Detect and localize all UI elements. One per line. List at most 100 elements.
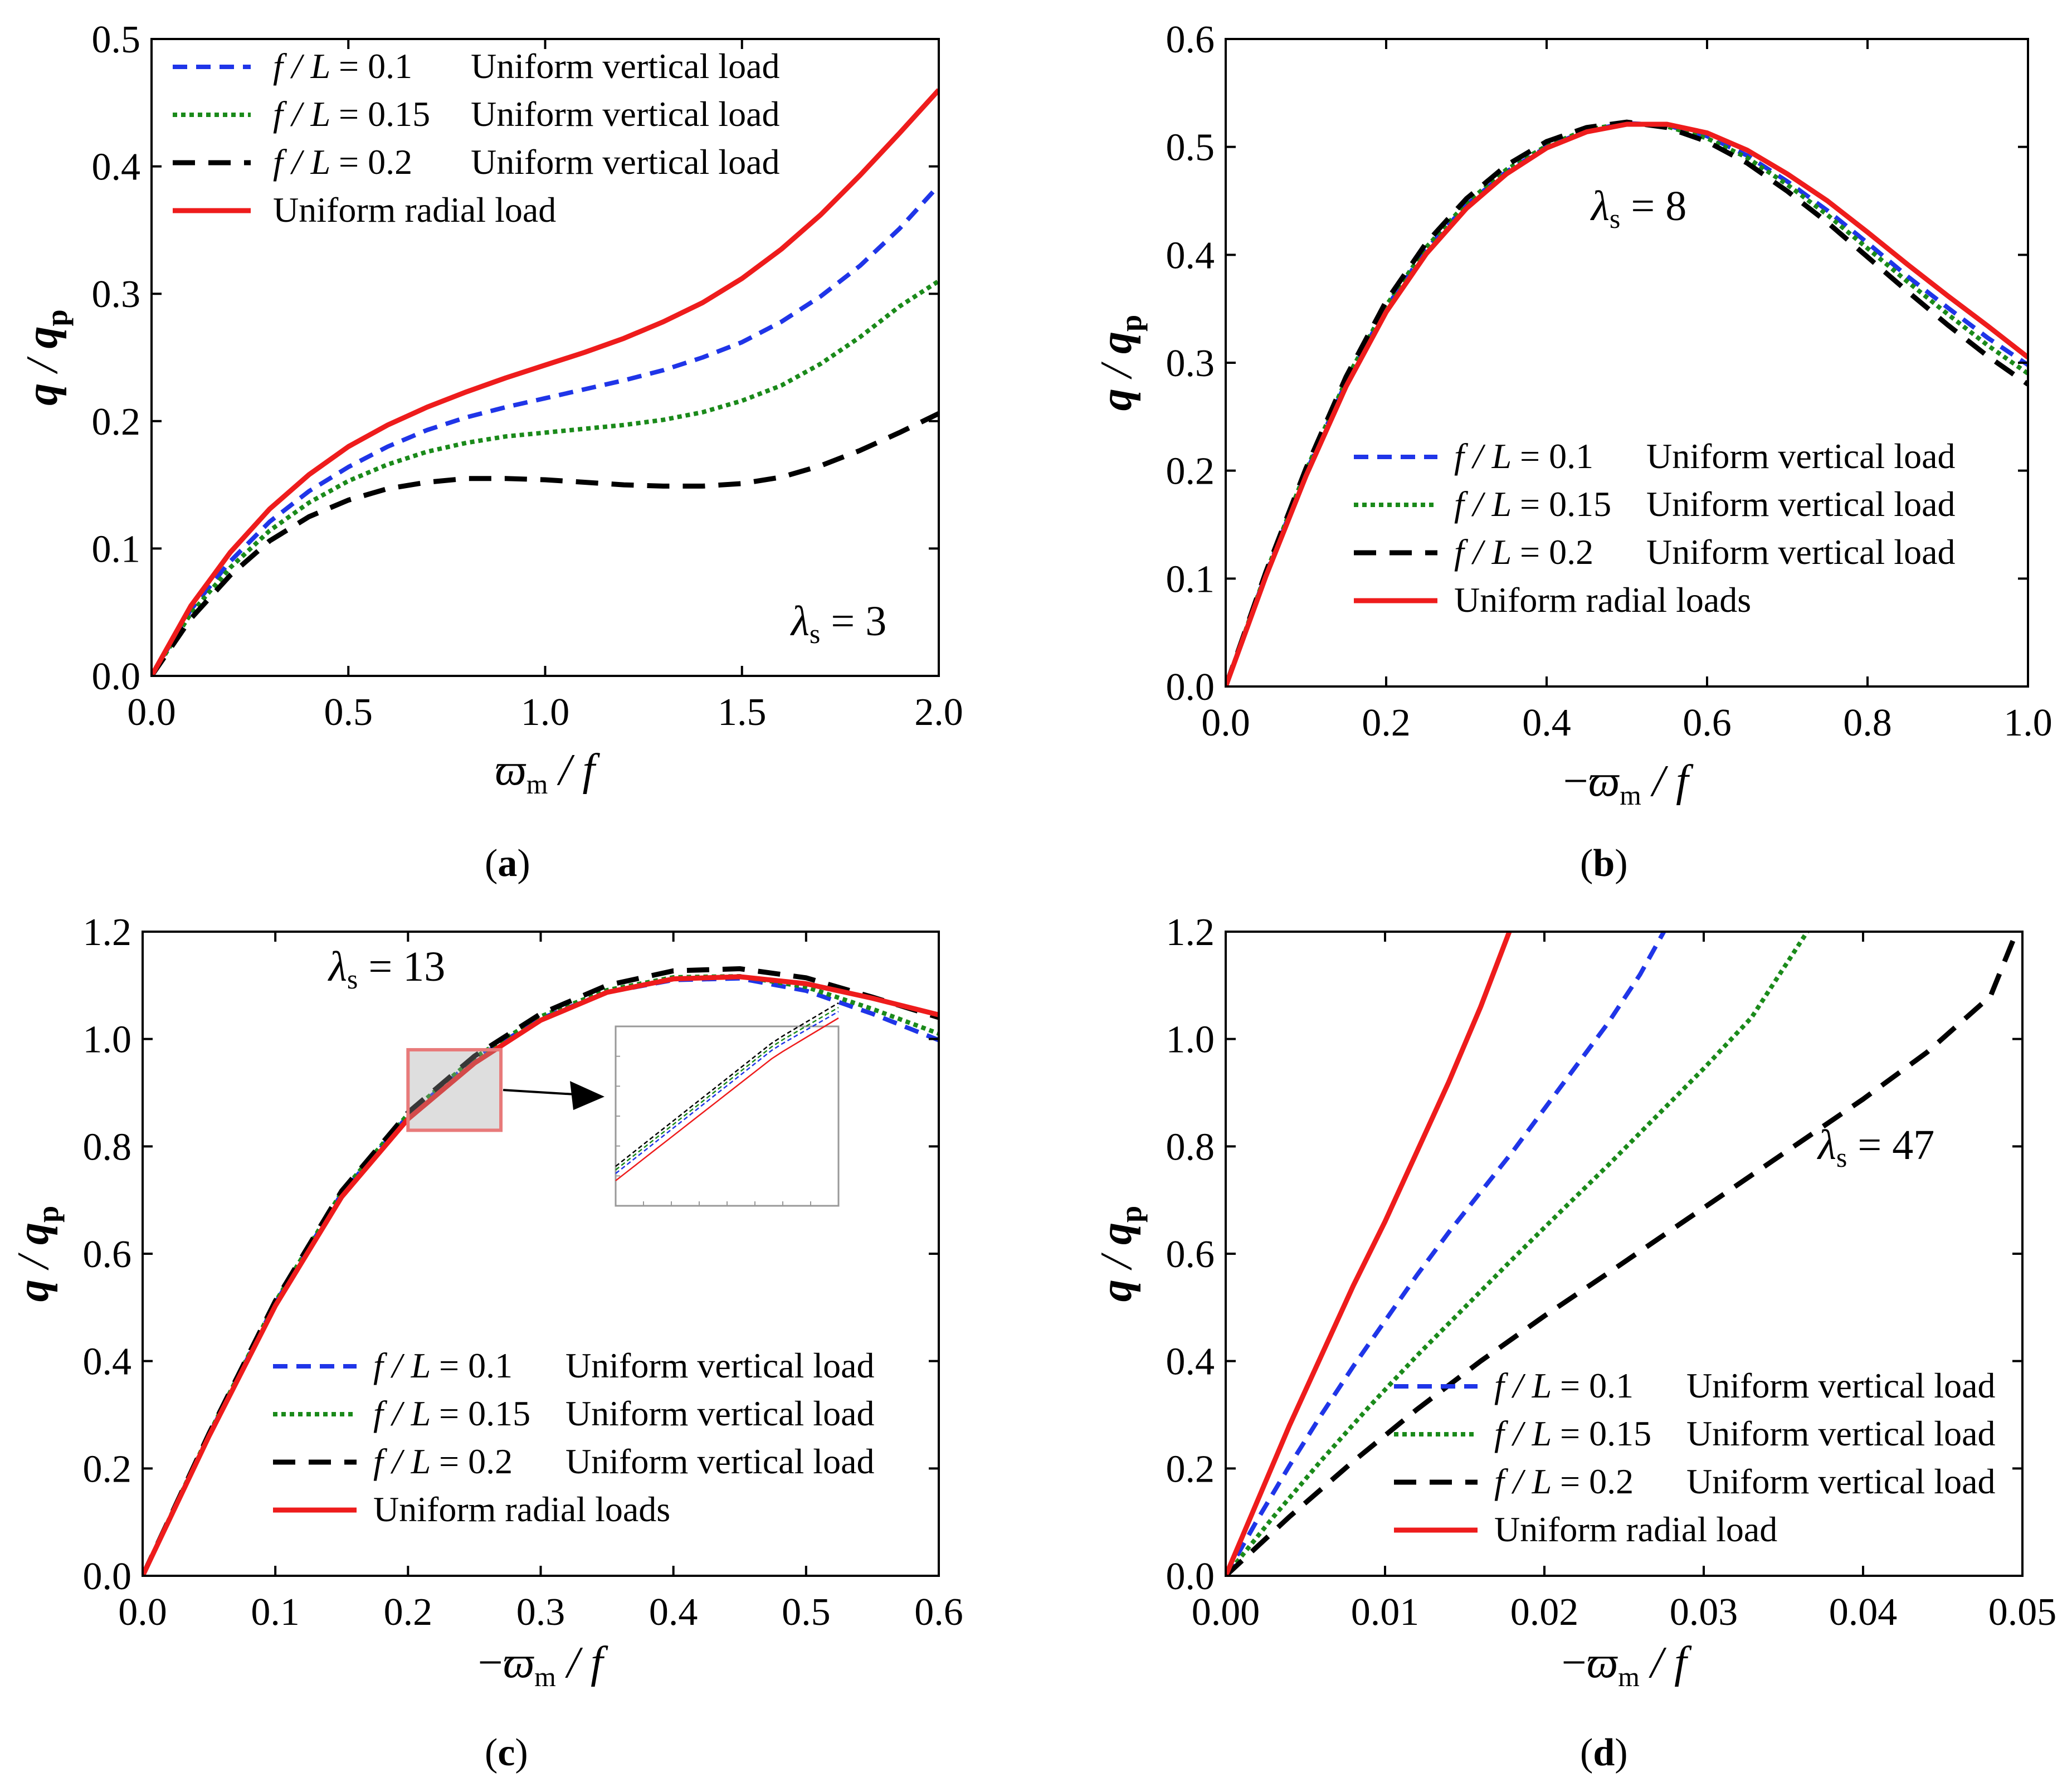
x-tick-label-b-5: 1.0	[2003, 702, 2053, 744]
y-tick-label-d-1: 0.2	[1166, 1448, 1215, 1491]
svg-text:−ϖm / f: −ϖm / f	[478, 1638, 608, 1692]
x-axis-label-c: −ϖm / f	[478, 1638, 608, 1692]
series-line-d-fl02	[1226, 936, 2017, 1576]
x-tick-label-c-1: 0.1	[251, 1591, 300, 1634]
zoom-inset-line-fl01	[615, 1011, 839, 1174]
legend-label-a-radial: Uniform radial load	[273, 190, 556, 230]
x-tick-label-d-3: 0.03	[1670, 1591, 1738, 1634]
legend-desc-d-fl02: Uniform vertical load	[1686, 1462, 1995, 1501]
x-tick-label-a-1: 0.5	[324, 691, 373, 734]
svg-text:q / qp: q / qp	[1092, 1206, 1148, 1302]
legend-label-b-radial: Uniform radial loads	[1454, 580, 1751, 620]
x-tick-label-d-2: 0.02	[1510, 1591, 1579, 1634]
legend-desc-a-fl01: Uniform vertical load	[471, 46, 779, 86]
x-tick-label-b-0: 0.0	[1201, 702, 1250, 744]
y-tick-label-d-3: 0.6	[1166, 1233, 1215, 1276]
y-tick-label-b-3: 0.3	[1166, 342, 1215, 385]
lambda-annotation-b: λs = 8	[1590, 183, 1686, 234]
zoom-arrow	[503, 1089, 577, 1096]
legend-desc-b-fl02: Uniform vertical load	[1646, 532, 1955, 572]
y-tick-label-b-0: 0.0	[1166, 666, 1215, 709]
legend-label-d-fl02: f / L = 0.2	[1494, 1462, 1634, 1501]
series-line-d-radial	[1226, 932, 1512, 1576]
legend-desc-d-fl015: Uniform vertical load	[1686, 1414, 1995, 1453]
x-tick-label-a-4: 2.0	[914, 691, 963, 734]
x-tick-label-c-6: 0.6	[914, 1591, 963, 1634]
series-line-a-fl02	[152, 411, 939, 676]
legend-desc-a-fl015: Uniform vertical load	[471, 94, 779, 134]
y-tick-label-c-4: 0.8	[83, 1126, 132, 1168]
svg-text:−ϖm / f: −ϖm / f	[1562, 1638, 1692, 1692]
plot-frame-a	[150, 38, 940, 677]
legend-label-b-fl015: f / L = 0.15	[1454, 484, 1611, 524]
y-tick-label-a-1: 0.1	[92, 528, 141, 571]
legend-label-b-fl01: f / L = 0.1	[1454, 436, 1593, 476]
legend-label-d-radial: Uniform radial load	[1494, 1509, 1777, 1549]
zoom-arrow-head	[570, 1081, 604, 1111]
x-tick-label-c-4: 0.4	[649, 1591, 698, 1634]
y-tick-label-a-2: 0.2	[92, 401, 141, 444]
legend-label-c-fl015: f / L = 0.15	[373, 1394, 530, 1433]
x-tick-label-d-4: 0.04	[1829, 1591, 1898, 1634]
y-tick-label-a-3: 0.3	[92, 273, 141, 316]
x-tick-label-c-2: 0.2	[384, 1591, 433, 1634]
y-axis-label-a: q / qp	[18, 309, 74, 405]
y-tick-label-d-6: 1.2	[1166, 911, 1215, 954]
caption-d: (d)	[1580, 1731, 1628, 1774]
legend-desc-d-fl01: Uniform vertical load	[1686, 1366, 1995, 1405]
legend-label-a-fl015: f / L = 0.15	[273, 94, 430, 134]
x-tick-label-a-0: 0.0	[127, 691, 176, 734]
y-tick-label-b-6: 0.6	[1166, 18, 1215, 61]
y-tick-label-b-2: 0.2	[1166, 450, 1215, 493]
y-tick-label-b-1: 0.1	[1166, 558, 1215, 601]
legend-desc-c-fl015: Uniform vertical load	[565, 1394, 874, 1433]
lambda-annotation-d: λs = 47	[1817, 1122, 1934, 1173]
svg-text:q / qp: q / qp	[1092, 315, 1148, 411]
legend-label-a-fl02: f / L = 0.2	[273, 142, 412, 182]
legend-label-d-fl015: f / L = 0.15	[1494, 1414, 1651, 1453]
y-tick-label-c-3: 0.6	[83, 1233, 132, 1276]
legend-desc-c-fl01: Uniform vertical load	[565, 1346, 874, 1385]
legend-desc-b-fl015: Uniform vertical load	[1646, 484, 1955, 524]
zoom-inset-line-radial	[615, 1017, 839, 1181]
caption-c: (c)	[485, 1731, 528, 1774]
legend-label-c-fl02: f / L = 0.2	[373, 1442, 513, 1481]
y-tick-label-c-1: 0.2	[83, 1448, 132, 1491]
x-tick-label-d-1: 0.01	[1351, 1591, 1420, 1634]
legend-label-c-radial: Uniform radial loads	[373, 1489, 670, 1529]
x-tick-label-c-3: 0.3	[516, 1591, 565, 1634]
x-tick-label-d-0: 0.00	[1192, 1591, 1260, 1634]
series-line-a-fl015	[152, 279, 939, 676]
legend-label-b-fl02: f / L = 0.2	[1454, 532, 1593, 572]
lambda-annotation-a: λs = 3	[790, 598, 886, 649]
zoom-inset-line-fl015	[615, 1007, 839, 1171]
y-tick-label-d-4: 0.8	[1166, 1126, 1215, 1168]
y-tick-label-d-5: 1.0	[1166, 1019, 1215, 1061]
x-tick-label-c-0: 0.0	[118, 1591, 167, 1634]
series-line-a-fl01	[152, 184, 939, 676]
x-tick-label-b-4: 0.8	[1843, 702, 1892, 744]
panel-d: 0.00 0.01 0.02 0.03 0.04 0.05 0.0 0.2 0.4 0.6 0.8 1…	[1092, 911, 2056, 1774]
legend-desc-c-fl02: Uniform vertical load	[565, 1442, 874, 1481]
y-axis-label-d: q / qp	[1092, 1206, 1148, 1302]
caption-a: (a)	[485, 842, 530, 885]
x-axis-label-d: −ϖm / f	[1562, 1638, 1692, 1692]
x-tick-label-b-2: 0.4	[1522, 702, 1571, 744]
legend-label-a-fl01: f / L = 0.1	[273, 46, 412, 86]
series-line-d-fl015	[1226, 932, 1810, 1576]
legend-label-c-fl01: f / L = 0.1	[373, 1346, 513, 1385]
svg-text:q / qp: q / qp	[9, 1206, 65, 1302]
svg-text:ϖm / f: ϖm / f	[495, 746, 600, 800]
x-tick-label-b-1: 0.2	[1362, 702, 1411, 744]
y-tick-label-c-5: 1.0	[83, 1019, 132, 1061]
x-axis-label-a: ϖm / f	[495, 746, 600, 800]
svg-text:q / qp: q / qp	[18, 309, 74, 405]
lambda-annotation-c: λs = 13	[328, 943, 445, 995]
y-axis-label-c: q / qp	[9, 1206, 65, 1302]
y-tick-label-b-4: 0.4	[1166, 234, 1215, 277]
y-axis-label-b: q / qp	[1092, 315, 1148, 411]
y-tick-label-c-0: 0.0	[83, 1555, 132, 1598]
y-tick-label-b-5: 0.5	[1166, 126, 1215, 169]
